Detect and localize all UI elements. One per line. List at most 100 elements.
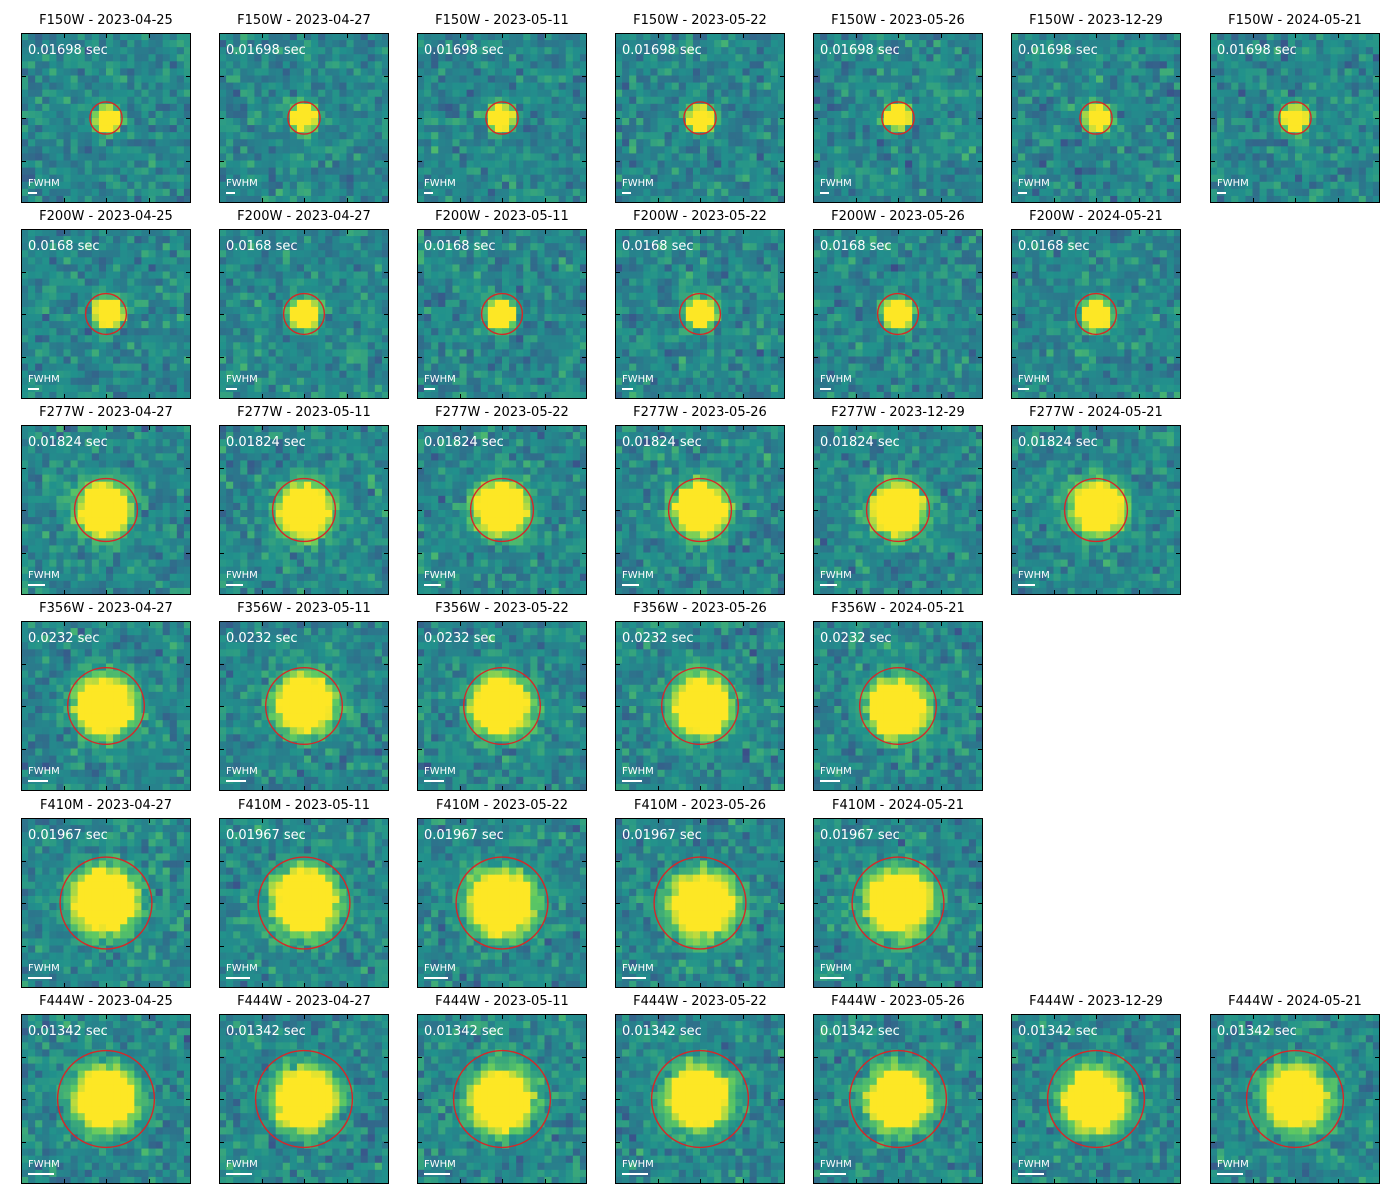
axis-tick [814, 1099, 818, 1100]
axis-tick [460, 426, 461, 430]
axis-tick [1176, 272, 1180, 273]
axis-tick [743, 622, 744, 626]
cutout-image [417, 425, 587, 595]
axis-tick [582, 706, 586, 707]
aperture-circle [1245, 1049, 1345, 1149]
axis-tick [1139, 1179, 1140, 1183]
axis-tick [1096, 394, 1097, 398]
axis-tick [304, 198, 305, 202]
cutout-image [219, 621, 389, 791]
cutout-frame [615, 33, 785, 203]
cutout-image [1011, 425, 1181, 595]
axis-tick [780, 76, 784, 77]
aperture-circle [265, 667, 343, 745]
panel-title: F277W - 2023-05-26 [595, 403, 805, 423]
axis-tick [1176, 553, 1180, 554]
cutout-image [21, 1014, 191, 1184]
axis-tick [856, 590, 857, 594]
panel-title: F200W - 2023-05-26 [793, 207, 1003, 227]
axis-tick [814, 118, 818, 119]
axis-tick [220, 1057, 224, 1058]
axis-tick [220, 553, 224, 554]
cutout-image [21, 33, 191, 203]
cutout-panel: F444W - 2023-05-11 0.01342 sec FWHM [417, 992, 587, 1184]
axis-tick [186, 749, 190, 750]
axis-tick [460, 983, 461, 987]
cutout-panel: F356W - 2023-05-11 0.0232 sec FWHM [219, 599, 389, 791]
axis-tick [780, 946, 784, 947]
axis-tick [1176, 1057, 1180, 1058]
cutout-panel: F200W - 2023-05-26 0.0168 sec FWHM [813, 207, 983, 399]
axis-tick [898, 819, 899, 823]
axis-tick [22, 903, 26, 904]
axis-tick [582, 664, 586, 665]
axis-tick [814, 272, 818, 273]
panel-title: F444W - 2023-05-11 [397, 992, 607, 1012]
axis-tick [941, 230, 942, 234]
axis-tick [616, 118, 620, 119]
cutout-frame [417, 425, 587, 595]
axis-tick [502, 590, 503, 594]
axis-tick [64, 34, 65, 38]
axis-tick [856, 198, 857, 202]
panel-title: F444W - 2023-12-29 [991, 992, 1201, 1012]
cutout-frame [813, 1014, 983, 1184]
axis-tick [814, 749, 818, 750]
axis-tick [1211, 76, 1215, 77]
image-cutout: 0.01342 sec FWHM [813, 1014, 983, 1184]
fwhm-scalebar [226, 780, 246, 782]
fwhm-label: FWHM [226, 963, 258, 974]
axis-tick [582, 1099, 586, 1100]
exposure-label: 0.01342 sec [226, 1024, 306, 1039]
cutout-frame [21, 33, 191, 203]
axis-tick [262, 983, 263, 987]
axis-tick [658, 34, 659, 38]
panel-title: F444W - 2023-05-22 [595, 992, 805, 1012]
axis-tick [22, 357, 26, 358]
axis-tick [22, 468, 26, 469]
panel-title: F356W - 2023-05-22 [397, 599, 607, 619]
axis-tick [384, 314, 388, 315]
axis-tick [1253, 1015, 1254, 1019]
axis-tick [149, 786, 150, 790]
axis-tick [780, 1057, 784, 1058]
axis-tick [780, 314, 784, 315]
image-cutout: 0.01824 sec FWHM [21, 425, 191, 595]
axis-tick [347, 622, 348, 626]
axis-tick [347, 34, 348, 38]
axis-tick [149, 983, 150, 987]
axis-tick [582, 510, 586, 511]
panel-title: F356W - 2023-05-11 [199, 599, 409, 619]
fwhm-label: FWHM [424, 1159, 456, 1170]
cutout-image [21, 818, 191, 988]
exposure-label: 0.0168 sec [820, 239, 892, 254]
axis-tick [1096, 426, 1097, 430]
axis-tick [780, 468, 784, 469]
axis-tick [186, 946, 190, 947]
cutout-image [813, 33, 983, 203]
aperture-circle [271, 477, 337, 543]
aperture-circle [73, 477, 139, 543]
image-cutout: 0.01342 sec FWHM [219, 1014, 389, 1184]
axis-tick [1012, 1142, 1016, 1143]
panel-title: F200W - 2024-05-21 [991, 207, 1201, 227]
axis-tick [780, 706, 784, 707]
aperture-circle [282, 292, 326, 336]
image-cutout: 0.01967 sec FWHM [615, 818, 785, 988]
axis-tick [582, 76, 586, 77]
cutout-frame [813, 818, 983, 988]
axis-tick [1012, 553, 1016, 554]
cutout-panel: F277W - 2023-05-26 0.01824 sec FWHM [615, 403, 785, 595]
cutout-frame [21, 229, 191, 399]
axis-tick [658, 426, 659, 430]
axis-tick [1176, 357, 1180, 358]
axis-tick [856, 622, 857, 626]
cutout-panel: F277W - 2023-12-29 0.01824 sec FWHM [813, 403, 983, 595]
axis-tick [220, 1142, 224, 1143]
axis-tick [384, 118, 388, 119]
axis-tick [460, 590, 461, 594]
axis-tick [582, 861, 586, 862]
axis-tick [149, 426, 150, 430]
exposure-label: 0.01342 sec [28, 1024, 108, 1039]
axis-tick [941, 622, 942, 626]
